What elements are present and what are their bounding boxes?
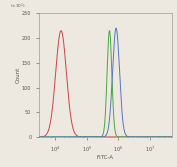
Y-axis label: Count: Count xyxy=(16,67,21,83)
X-axis label: FITC-A: FITC-A xyxy=(97,155,114,160)
Text: ($\times$10$^1$): ($\times$10$^1$) xyxy=(10,2,25,11)
